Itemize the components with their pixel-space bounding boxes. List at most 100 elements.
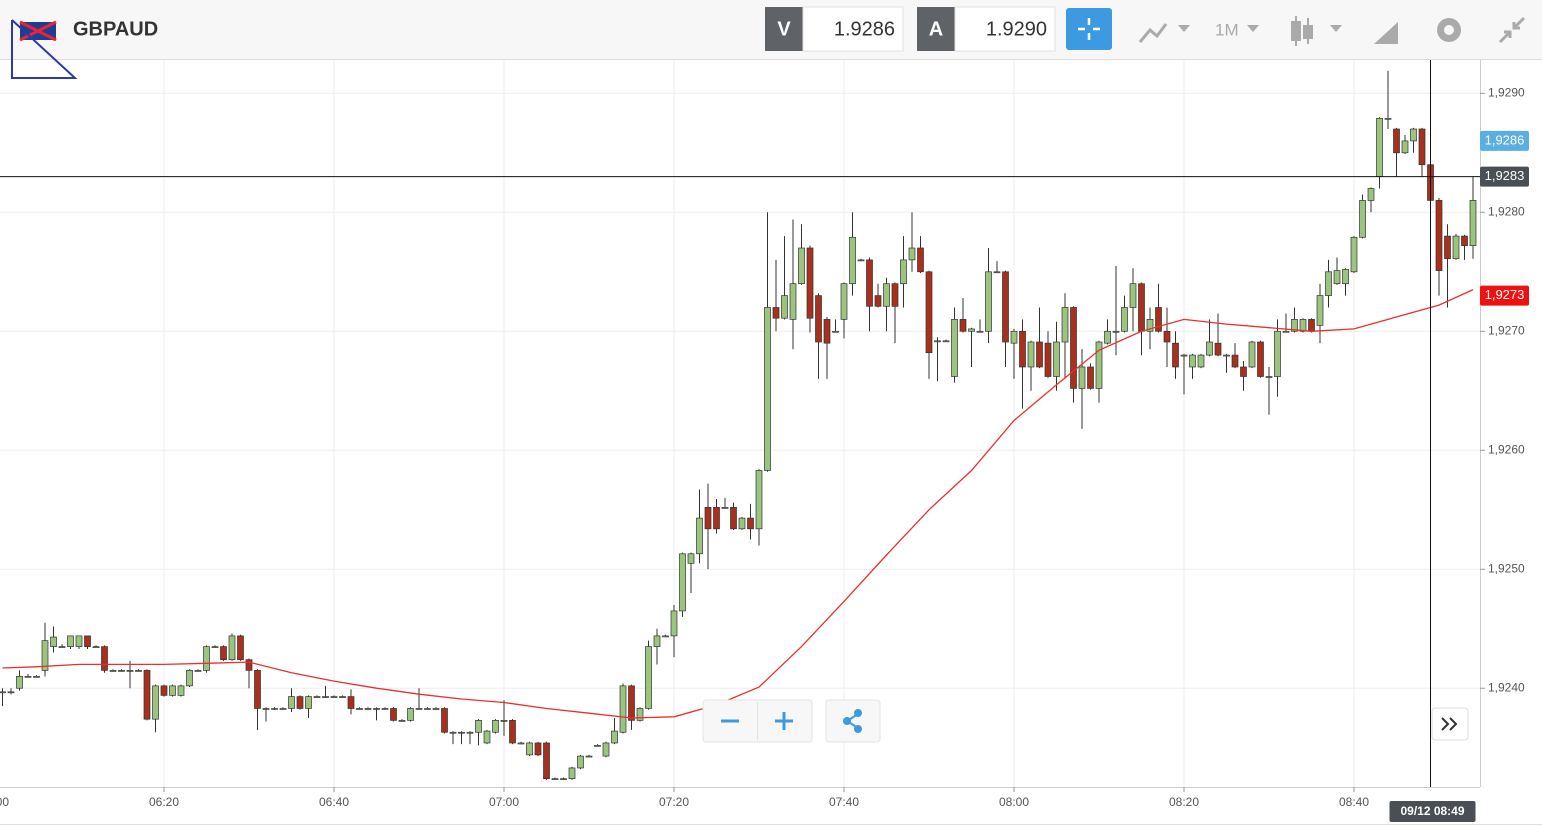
candle-body bbox=[1180, 354, 1188, 357]
candle-body bbox=[1231, 354, 1239, 368]
candle-body bbox=[313, 696, 321, 698]
candle-body bbox=[1299, 319, 1307, 332]
zoom-controls bbox=[702, 699, 813, 743]
ask-box bbox=[954, 6, 1056, 52]
timeframe-button[interactable]: 1M bbox=[1215, 20, 1259, 39]
x-tick-label: 06:20 bbox=[149, 795, 179, 809]
candle-body bbox=[262, 708, 270, 710]
candle-body bbox=[602, 742, 610, 757]
x-tick-label: 07:40 bbox=[829, 795, 859, 809]
candle-body bbox=[1129, 283, 1137, 308]
candle-body bbox=[662, 635, 669, 638]
candle-body bbox=[458, 731, 465, 734]
candle-body bbox=[781, 295, 788, 319]
candle-body bbox=[883, 283, 890, 307]
candle-body bbox=[1112, 330, 1120, 333]
candle-body bbox=[483, 730, 491, 744]
candle-body bbox=[1027, 341, 1035, 368]
candle-body bbox=[160, 685, 168, 696]
x-tick-label: 06:00 bbox=[0, 795, 9, 809]
outline-triangle bbox=[11, 19, 78, 79]
candle-body bbox=[857, 259, 865, 262]
candle-body bbox=[951, 319, 958, 377]
crosshair-price-box bbox=[1480, 166, 1529, 187]
candle-body bbox=[466, 731, 474, 734]
candle-body bbox=[381, 708, 389, 710]
candle-body bbox=[475, 720, 482, 733]
candle-body bbox=[1393, 128, 1400, 154]
candle-body bbox=[517, 742, 525, 745]
candle-body bbox=[696, 517, 703, 555]
candle-body bbox=[24, 675, 32, 678]
candle-body bbox=[75, 635, 83, 647]
candle-body bbox=[1002, 271, 1009, 343]
candle-body bbox=[806, 247, 814, 319]
candle-body bbox=[1010, 330, 1018, 344]
candle-body bbox=[1146, 319, 1154, 332]
candle-body bbox=[959, 319, 967, 332]
timeframe[interactable]: 1M bbox=[1215, 20, 1239, 39]
candle-body bbox=[1214, 342, 1222, 356]
candle-body bbox=[1087, 366, 1094, 389]
x-tick-label: 08:20 bbox=[1169, 795, 1199, 809]
candle-body bbox=[509, 720, 516, 744]
candle-body bbox=[730, 507, 737, 530]
candle-body bbox=[908, 247, 916, 261]
candle-body bbox=[1223, 354, 1230, 357]
drawing-tool-button[interactable] bbox=[1374, 22, 1398, 44]
candle-body bbox=[823, 319, 831, 344]
candle-body bbox=[492, 720, 499, 733]
candle-body bbox=[1359, 200, 1366, 238]
price-label: 1,9273 bbox=[1485, 287, 1525, 302]
settings-button[interactable] bbox=[1437, 18, 1461, 42]
candle-body bbox=[1078, 366, 1086, 389]
candle-body bbox=[815, 295, 822, 343]
candle-body bbox=[1444, 235, 1451, 260]
candle-body bbox=[84, 635, 91, 647]
moving-average-line bbox=[2, 289, 1474, 719]
candle-body bbox=[1138, 283, 1145, 332]
candle-body bbox=[840, 283, 848, 320]
candle-body bbox=[1333, 270, 1341, 285]
candle-body bbox=[551, 778, 559, 781]
candle-body bbox=[628, 685, 635, 721]
chart-type-button[interactable] bbox=[1138, 23, 1190, 43]
candle-body bbox=[92, 646, 100, 648]
candle-body bbox=[1070, 307, 1077, 389]
share-button[interactable] bbox=[825, 699, 881, 743]
candle-body bbox=[101, 646, 108, 671]
crosshair-button[interactable] bbox=[1066, 8, 1112, 50]
flag-cross bbox=[19, 20, 57, 42]
candle-body bbox=[1121, 307, 1128, 332]
candle-body bbox=[713, 507, 720, 530]
x-tick-label: 08:00 bbox=[999, 795, 1029, 809]
candle-body bbox=[211, 646, 219, 648]
candle-body bbox=[755, 470, 763, 530]
candle-body bbox=[373, 708, 380, 710]
candle-body bbox=[798, 247, 805, 285]
price-label-box bbox=[1480, 130, 1529, 151]
candle-body bbox=[271, 708, 278, 710]
candle-body bbox=[1316, 295, 1324, 326]
scroll-right-button[interactable] bbox=[1431, 707, 1469, 741]
candle-body bbox=[636, 708, 644, 721]
grid bbox=[0, 60, 1480, 787]
candle-body bbox=[832, 330, 839, 333]
candle-body bbox=[1189, 354, 1196, 368]
candle-body bbox=[619, 685, 627, 733]
candle-body bbox=[67, 635, 74, 647]
candle-body bbox=[611, 730, 618, 744]
candle-body bbox=[1282, 330, 1290, 333]
collapse-button[interactable] bbox=[1498, 16, 1526, 44]
bid-label: V bbox=[777, 18, 791, 40]
ask-label: A bbox=[929, 18, 943, 40]
candle-body bbox=[670, 610, 678, 637]
candle-body bbox=[390, 708, 397, 721]
crosshair-time-label: 09/12 08:49 bbox=[1400, 804, 1464, 818]
candle-body bbox=[33, 675, 40, 678]
axes: 1,9240 1,9250 1,9260 1,9270 1,9280 1,9290 06:0… bbox=[0, 60, 1529, 822]
candle-style-button[interactable] bbox=[1291, 16, 1342, 46]
zoom-in-button[interactable] bbox=[775, 712, 793, 730]
candle-body bbox=[41, 640, 49, 671]
candle-body bbox=[126, 670, 134, 672]
